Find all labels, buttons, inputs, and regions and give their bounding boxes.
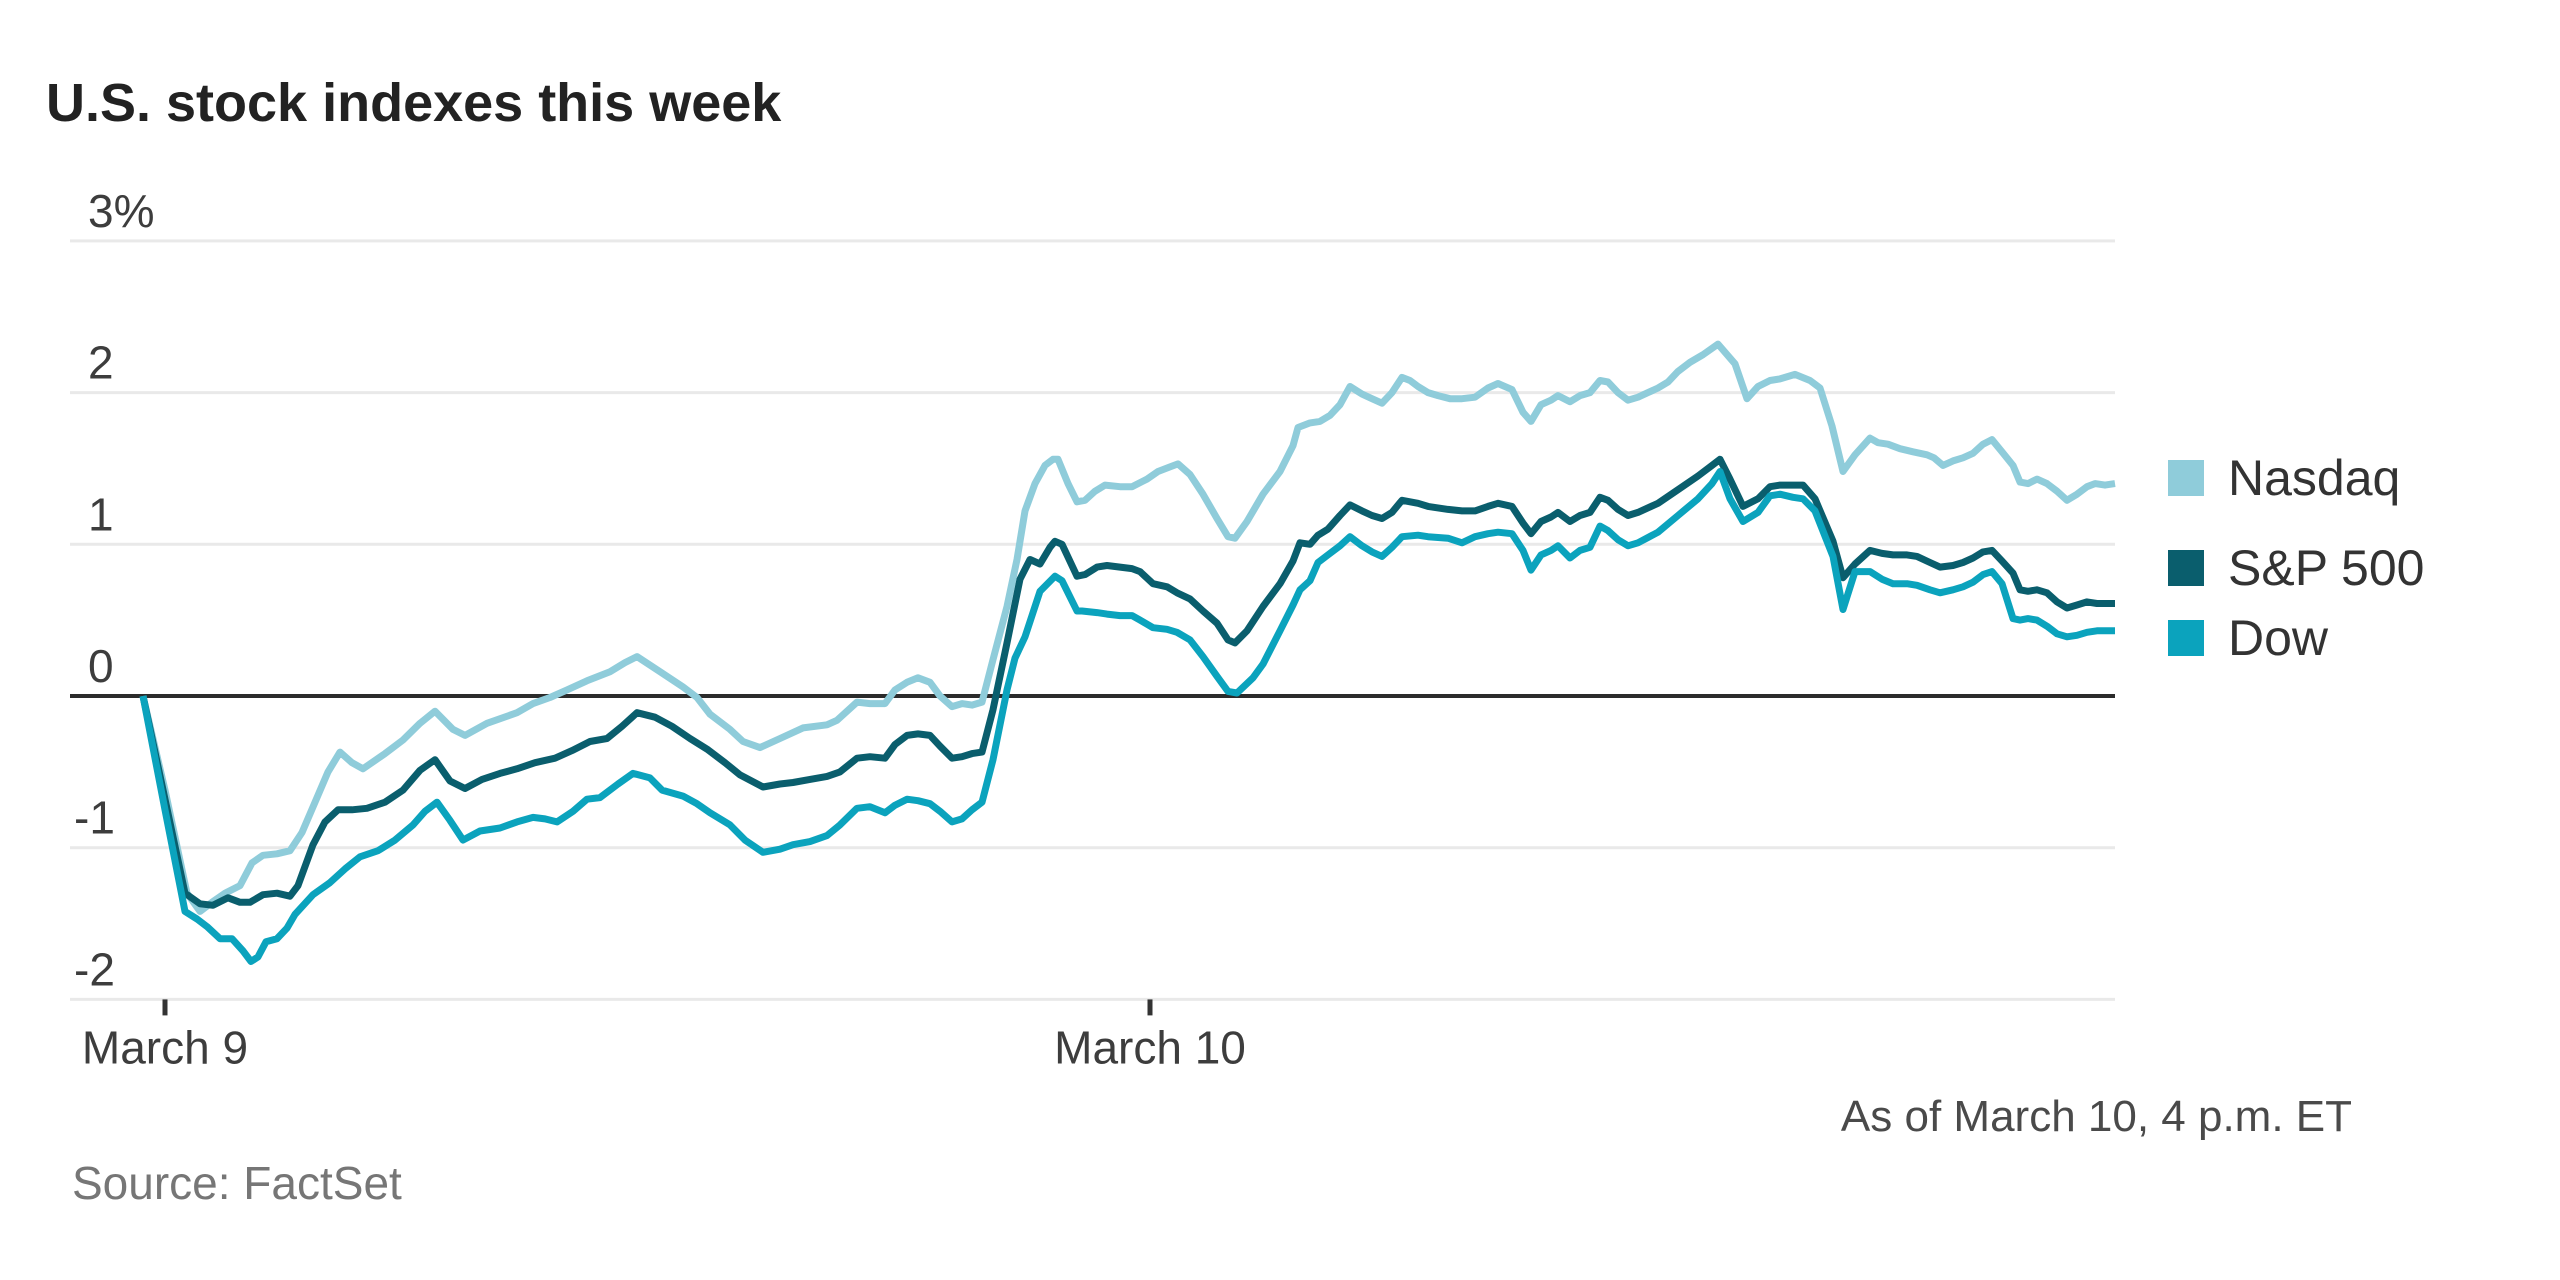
legend-item-nasdaq: Nasdaq [2168, 450, 2400, 506]
legend-label-sp500: S&P 500 [2228, 540, 2425, 596]
legend-swatch-nasdaq [2168, 460, 2204, 496]
as-of-note: As of March 10, 4 p.m. ET [1840, 1092, 2352, 1141]
legend-swatch-dow [2168, 620, 2204, 656]
series-line-dow [139, 468, 2115, 965]
legend-swatch-sp500 [2168, 550, 2204, 586]
legend-item-dow: Dow [2168, 610, 2328, 666]
source-note: Source: FactSet [72, 1157, 402, 1209]
y-axis-label--2: -2 [74, 943, 115, 995]
page-title: U.S. stock indexes this week [46, 73, 782, 133]
legend-label-dow: Dow [2228, 610, 2329, 666]
series-line-sp500 [139, 455, 2115, 909]
legend-label-nasdaq: Nasdaq [2228, 450, 2401, 506]
y-axis-label-1: 1 [88, 488, 114, 540]
y-axis-label-3: 3% [88, 185, 154, 237]
legend-item-sp500: S&P 500 [2168, 540, 2424, 596]
y-axis-label--1: -1 [74, 792, 115, 844]
x-axis-label-march9: March 9 [82, 1021, 248, 1073]
x-axis-label-march10: March 10 [1054, 1021, 1246, 1073]
series-line-nasdaq [139, 340, 2116, 915]
y-axis-label-2: 2 [88, 337, 114, 389]
y-axis-label-0: 0 [88, 640, 114, 692]
